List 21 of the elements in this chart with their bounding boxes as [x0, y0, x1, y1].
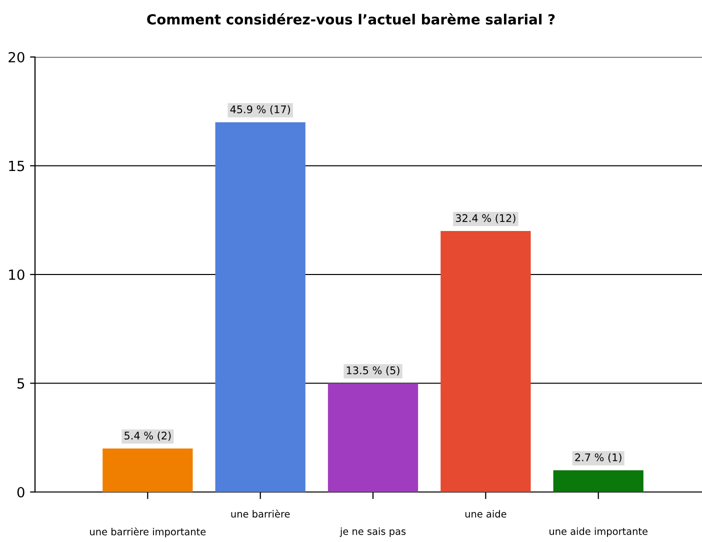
data-label: 2.7 % (1) — [575, 453, 622, 463]
y-tick-label: 10 — [9, 269, 24, 280]
y-tick-label: 15 — [9, 160, 24, 172]
chart-title: Comment considérez-vous l’actuel barème salarial ? — [147, 13, 555, 25]
bar — [328, 383, 418, 492]
bar — [553, 470, 644, 492]
y-tick-label: 5 — [18, 378, 24, 389]
y-tick-label: 0 — [17, 486, 24, 498]
x-tick-label: une barrière — [231, 510, 290, 518]
data-label: 32.4 % (12) — [456, 214, 516, 224]
y-tick-label: 20 — [8, 52, 24, 62]
bar — [215, 122, 306, 492]
bar — [102, 448, 193, 492]
bar — [440, 231, 531, 492]
x-tick-label: je ne sais pas — [340, 527, 406, 537]
x-tick-label: une barrière importante — [90, 527, 206, 538]
x-tick-label: une aide importante — [550, 527, 648, 537]
data-label: 13.5 % (5) — [346, 366, 400, 376]
data-label: 5.4 % (2) — [124, 431, 171, 441]
x-tick-label: une aide — [465, 510, 506, 518]
data-label: 45.9 % (17) — [230, 105, 290, 115]
